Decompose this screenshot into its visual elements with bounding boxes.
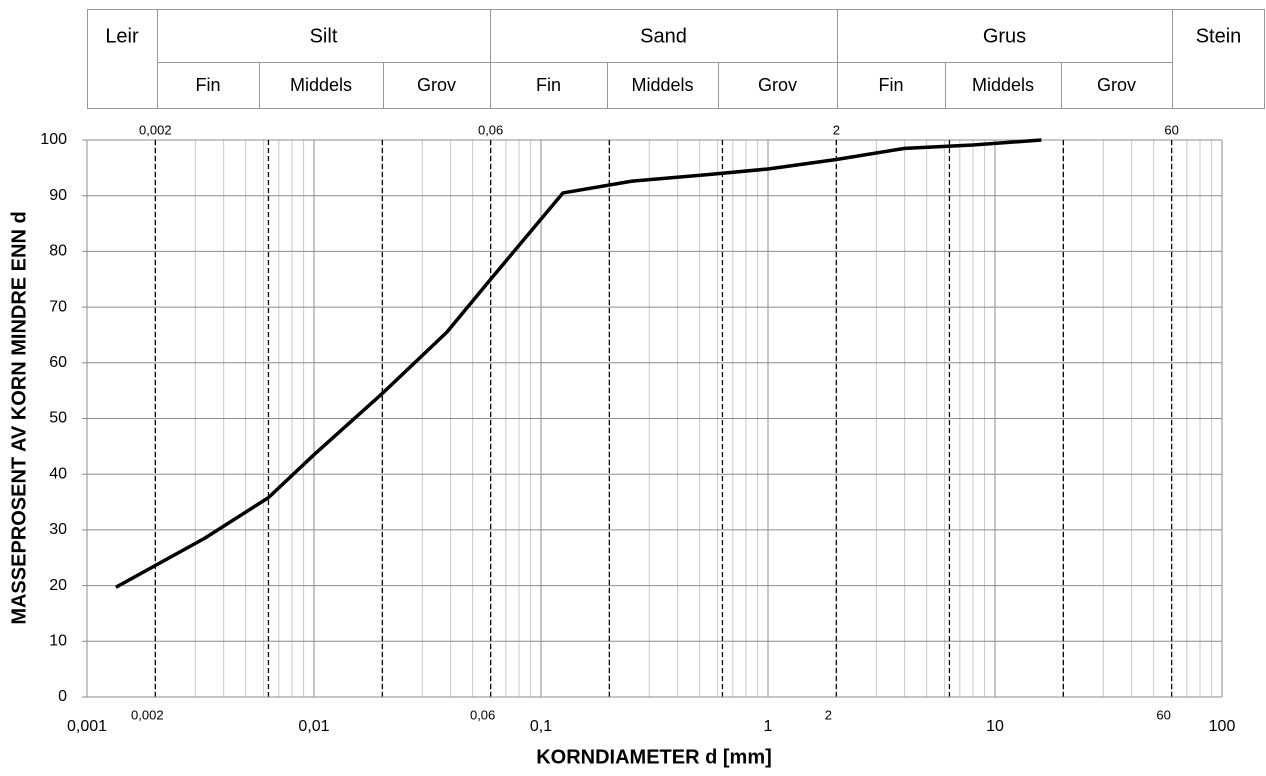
boundary-label-bottom: 0,06 xyxy=(470,707,495,722)
y-tick-label: 50 xyxy=(49,410,67,427)
boundary-label-top: 0,002 xyxy=(139,122,172,137)
x-tick-label: 0,01 xyxy=(298,718,329,735)
y-tick-label: 10 xyxy=(49,633,67,650)
header-subgroup: Fin xyxy=(195,75,220,95)
y-tick-label: 20 xyxy=(49,577,67,594)
header-subgroup: Middels xyxy=(631,75,693,95)
header-group: Stein xyxy=(1196,25,1242,47)
boundary-label-top: 0,06 xyxy=(478,122,503,137)
header-group: Grus xyxy=(983,25,1026,47)
y-axis-title: MASSEPROSENT AV KORN MINDRE ENN d xyxy=(8,211,30,624)
boundary-label-top: 2 xyxy=(833,122,840,137)
y-tick-label: 30 xyxy=(49,521,67,538)
header-group: Silt xyxy=(310,25,338,47)
header-subgroup: Fin xyxy=(878,75,903,95)
header-subgroup: Grov xyxy=(417,75,456,95)
x-tick-label: 10 xyxy=(986,718,1004,735)
header-frame xyxy=(87,9,1265,109)
header-subgroup: Middels xyxy=(972,75,1034,95)
classification-header: Leir Silt Fin Middels Grov Sand Fin Middels Grov… xyxy=(87,9,1265,109)
x-tick-label: 0,001 xyxy=(67,718,107,735)
header-subgroup: Grov xyxy=(1097,75,1136,95)
plot-area: 0 10 20 30 40 50 60 70 80 90 100 0,001 0,01 0,1 1 10 100… xyxy=(40,122,1235,735)
data-line xyxy=(115,138,1042,589)
header-subgroup: Middels xyxy=(290,75,352,95)
header-group: Sand xyxy=(640,25,687,47)
boundary-label-top: 60 xyxy=(1164,122,1178,137)
boundary-label-bottom: 0,002 xyxy=(131,707,164,722)
y-tick-label: 70 xyxy=(49,298,67,315)
y-tick-label: 90 xyxy=(49,187,67,204)
header-subgroup: Grov xyxy=(758,75,797,95)
y-tick-label: 40 xyxy=(49,465,67,482)
y-tick-label: 80 xyxy=(49,243,67,260)
x-tick-label: 0,1 xyxy=(530,718,552,735)
y-tick-label: 0 xyxy=(58,688,67,705)
boundary-label-bottom: 60 xyxy=(1156,707,1170,722)
header-group: Leir xyxy=(105,25,139,47)
boundary-label-bottom: 2 xyxy=(825,707,832,722)
x-tick-label: 1 xyxy=(764,718,773,735)
y-tick-label: 60 xyxy=(49,354,67,371)
x-tick-label: 100 xyxy=(1209,718,1236,735)
x-axis-title: KORNDIAMETER d [mm] xyxy=(536,746,772,768)
header-subgroup: Fin xyxy=(536,75,561,95)
y-tick-label: 100 xyxy=(40,131,67,148)
